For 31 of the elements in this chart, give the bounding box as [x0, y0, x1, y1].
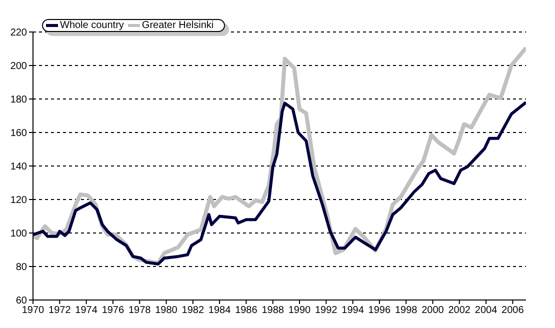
x-tick-label: 1988 [262, 305, 284, 316]
x-tick-label: 2002 [448, 305, 471, 316]
x-tick-label: 1970 [22, 305, 45, 316]
x-tick-label: 2006 [502, 305, 524, 316]
x-tick-label: 1984 [208, 305, 232, 316]
y-tick-label: 120 [10, 195, 28, 206]
y-tick-label: 100 [10, 228, 28, 240]
legend-label: Greater Helsinki [142, 20, 214, 31]
x-tick-label: 1994 [342, 305, 364, 316]
x-tick-label: 2000 [422, 305, 444, 316]
x-tick-label: 1972 [48, 305, 72, 316]
x-tick-label: 1982 [182, 305, 204, 316]
line-series [33, 100, 526, 266]
legend-label: Whole country [60, 20, 124, 31]
y-tick-label: 160 [10, 128, 28, 140]
x-tick-label: 1974 [75, 305, 98, 316]
x-tick-label: 1992 [315, 305, 338, 316]
y-tick-label: 60 [16, 296, 28, 307]
x-tick-label: 1996 [368, 305, 391, 316]
x-tick-label: 1976 [102, 305, 125, 316]
x-tick-label: 1998 [394, 305, 418, 316]
x-tick-label: 1980 [155, 305, 178, 316]
x-tick-label: 2004 [474, 305, 498, 316]
y-tick-label: 80 [16, 262, 28, 274]
x-tick-label: 1986 [235, 305, 258, 316]
y-tick-label: 180 [10, 94, 28, 106]
y-tick-label: 200 [10, 61, 28, 72]
x-tick-label: 1990 [288, 305, 312, 316]
y-tick-label: 220 [10, 28, 28, 39]
y-tick-label: 140 [10, 162, 28, 173]
x-tick-label: 1978 [128, 305, 152, 316]
